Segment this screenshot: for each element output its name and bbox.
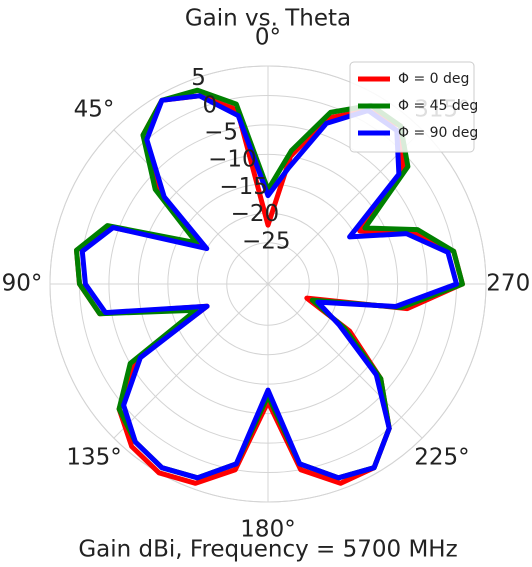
legend: Φ = 0 deg Φ = 45 deg Φ = 90 deg [349,61,478,153]
legend-label: Φ = 45 deg [398,98,478,114]
r-tick-label: −25 [242,228,291,254]
r-tick-label: −20 [231,201,280,227]
theta-grid-line [113,283,269,439]
theta-tick-label: 90° [2,271,43,297]
chart-title: Gain vs. Theta [185,6,351,32]
theta-tick-label: 45° [74,97,115,123]
r-tick-label: 0 [203,92,218,118]
theta-tick-label: 225° [414,444,469,470]
r-tick-label: −10 [208,147,257,173]
theta-tick-label: 180° [240,517,295,543]
labels: −25−20−15−10−505 0° 45° 90° 135° 180° 225° 270°… [2,25,532,543]
x-axis-label: Gain dBi, Frequency = 5700 MHz [78,537,457,563]
theta-tick-label: 270° [486,271,532,297]
r-tick-label: −5 [204,120,238,146]
theta-tick-label: 0° [255,25,281,51]
series-line [79,93,459,481]
theta-tick-label: 135° [66,444,121,470]
theta-grid-line [113,129,269,285]
r-tick-label: 5 [191,65,206,91]
legend-box [349,61,475,153]
plot-lines [74,87,465,486]
legend-label: Φ = 90 deg [398,125,478,141]
legend-label: Φ = 0 deg [398,71,469,87]
theta-grid-line [267,283,423,439]
r-tick-label: −15 [219,174,268,200]
